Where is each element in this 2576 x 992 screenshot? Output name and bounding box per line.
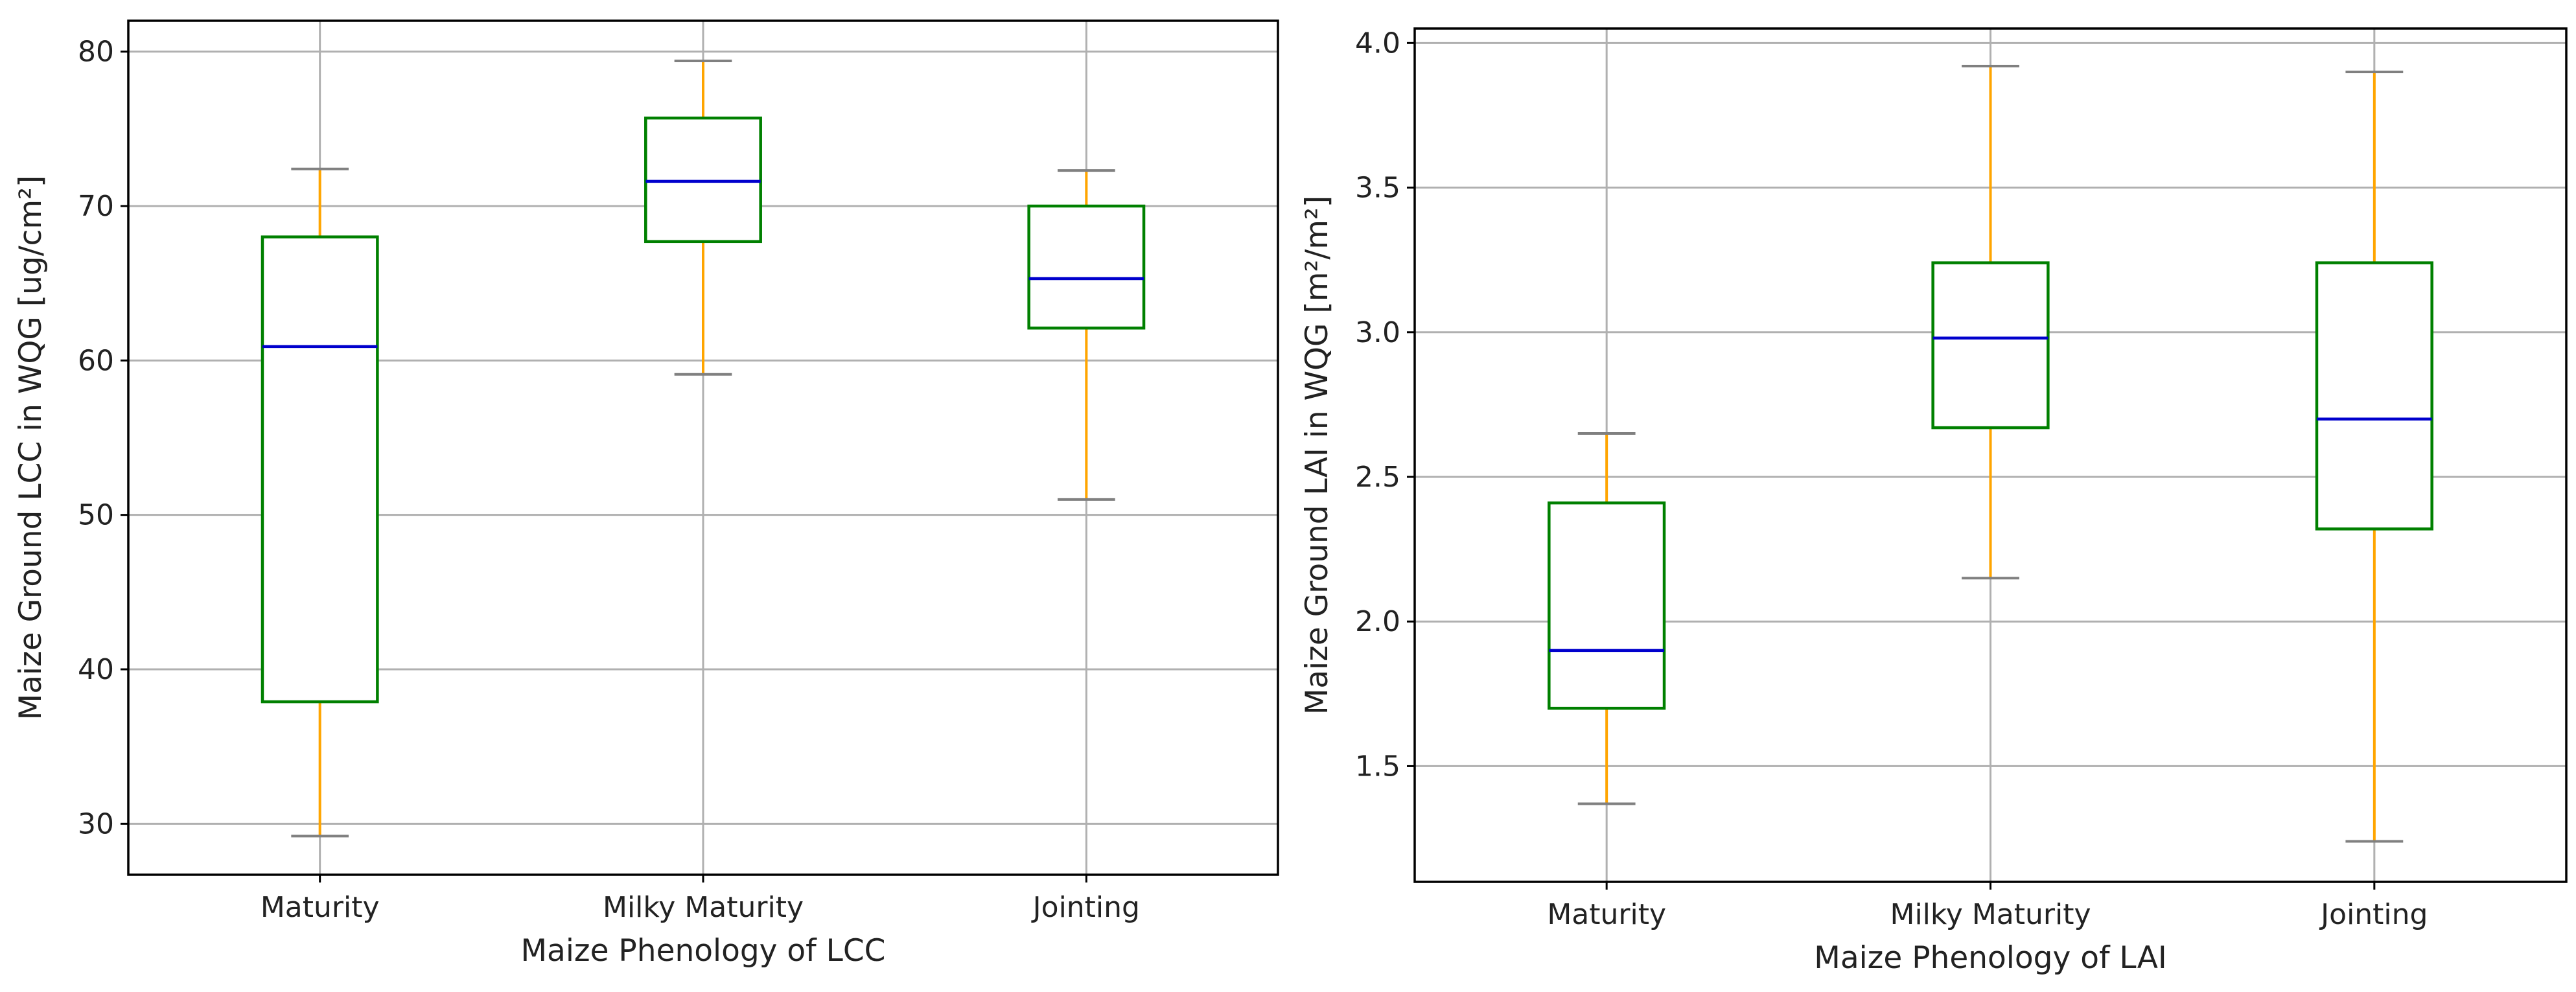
x-tick-label: Jointing <box>2319 898 2428 931</box>
y-tick-label: 3.5 <box>1355 172 1400 205</box>
chart-panel-1: 30 40 50 60 70 80 Maturity Milky Maturity Jointi… <box>13 19 1279 969</box>
iqr-box <box>644 116 762 244</box>
box-3 <box>1027 169 1146 501</box>
y-tick-label: 60 <box>78 344 114 377</box>
x-axis-label: Maize Phenology of LCC <box>521 933 886 969</box>
iqr-box <box>1548 501 1666 710</box>
iqr-box <box>1027 204 1146 330</box>
y-tick-label: 50 <box>78 499 114 532</box>
y-tick-label: 2.5 <box>1355 461 1400 494</box>
iqr-box <box>1931 261 2050 430</box>
y-tick-label: 1.5 <box>1355 750 1400 783</box>
y-axis-label: Maize Ground LAI in WQG [m²/m²] <box>1299 196 1335 715</box>
x-tick-label: Maturity <box>1547 898 1666 931</box>
iqr-box <box>261 235 379 704</box>
y-tick-label: 4.0 <box>1355 27 1400 60</box>
x-tick-label: Milky Maturity <box>1890 898 2091 931</box>
iqr-box <box>2315 261 2433 531</box>
chart-panel-2: 1.5 2.0 2.5 3.0 3.5 4.0 Maturity Milky Maturity… <box>1299 27 2568 976</box>
box-3 <box>2315 70 2433 843</box>
x-axis-label: Maize Phenology of LAI <box>1814 940 2166 976</box>
y-tick-label: 40 <box>78 653 114 686</box>
y-tick-label: 3.0 <box>1355 316 1400 349</box>
box-1 <box>1548 432 1666 805</box>
x-tick-label: Milky Maturity <box>603 891 804 924</box>
box-2 <box>1931 65 2050 580</box>
y-tick-label: 80 <box>78 36 114 69</box>
y-axis-label: Maize Ground LCC in WQG [ug/cm²] <box>13 176 49 721</box>
x-tick-label: Jointing <box>1031 891 1140 924</box>
y-tick-label: 30 <box>78 807 114 840</box>
y-tick-label: 70 <box>78 190 114 223</box>
box-1 <box>261 167 379 838</box>
box-2 <box>644 59 762 376</box>
y-tick-label: 2.0 <box>1355 605 1400 638</box>
x-tick-label: Maturity <box>261 891 380 924</box>
